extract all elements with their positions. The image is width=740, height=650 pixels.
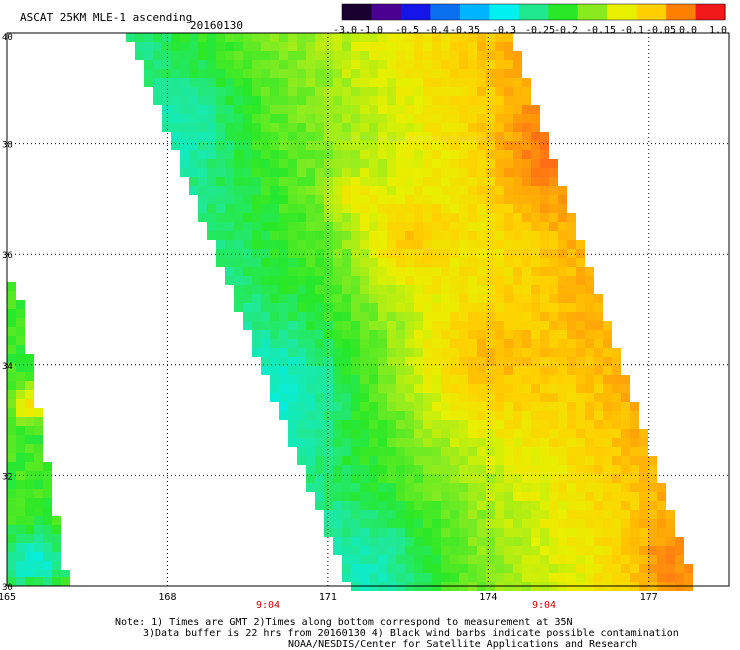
time-label: 9:04 (256, 600, 280, 611)
colorbar-swatch (342, 4, 373, 20)
note-line-1: Note: 1) Times are GMT 2)Times along bot… (115, 617, 573, 628)
colorbar-label: -1.0 (359, 25, 383, 36)
colorbar-swatch (518, 4, 549, 20)
note-line-3: NOAA/NESDIS/Center for Satellite Applica… (288, 639, 638, 650)
colorbar-swatch (607, 4, 638, 20)
colorbar-label: -0.3 (492, 25, 516, 36)
latitude-label: 36 (2, 251, 13, 261)
colorbar-label: -0.2 (554, 25, 578, 36)
map-frame (6, 32, 730, 587)
colorbar-label: -0.15 (586, 25, 616, 36)
latitude-label: 40 (2, 33, 13, 43)
colorbar-swatch (695, 4, 726, 20)
longitude-labels: 165 168 171 174 177 9:04 9:04 (0, 592, 658, 611)
colorbar-label: 1.0 (709, 25, 727, 36)
latitude-label: 30 (2, 583, 13, 593)
colorbar-swatch (430, 4, 461, 20)
latitude-label: 32 (2, 472, 13, 482)
longitude-label: 171 (319, 592, 337, 603)
latitude-label: 34 (2, 362, 13, 372)
colorbar-label: -0.05 (646, 25, 676, 36)
colorbar-label: -0.4 (425, 25, 449, 36)
colorbar-label: -0.35 (450, 25, 480, 36)
main-swath (126, 33, 693, 591)
note-line-2: 3)Data buffer is 22 hrs from 20160130 4)… (143, 628, 679, 639)
map-title: ASCAT 25KM MLE-1 ascending (20, 11, 193, 24)
colorbar-swatch (371, 4, 402, 20)
colorbar-swatch (548, 4, 579, 20)
latitude-label: 38 (2, 141, 13, 151)
colorbar-swatch (400, 4, 431, 20)
colorbar-label: 0.0 (679, 25, 697, 36)
longitude-label: 174 (479, 592, 497, 603)
colorbar-label: -0.1 (620, 25, 644, 36)
map-date: 20160130 (190, 19, 243, 32)
colorbar-swatch (666, 4, 697, 20)
colorbar-label: -0.5 (395, 25, 419, 36)
longitude-label: 168 (158, 592, 176, 603)
colorbar-swatch (636, 4, 667, 20)
time-label: 9:04 (532, 600, 556, 611)
grid-lines (7, 33, 729, 586)
longitude-label: 165 (0, 592, 16, 603)
colorbar-label: -3.0 (333, 25, 357, 36)
colorbar-swatch (459, 4, 490, 20)
color-scale-bar: -3.0 -1.0 -0.5 -0.4 -0.35 -0.3 -0.25-0.2 -0.15-… (333, 3, 727, 36)
longitude-label: 177 (640, 592, 658, 603)
left-swath (7, 282, 70, 586)
colorbar-label: -0.25 (525, 25, 555, 36)
colorbar-swatch (489, 4, 520, 20)
latitude-labels: 40 38 36 34 32 30 (2, 33, 13, 593)
colorbar-swatch (577, 4, 608, 20)
